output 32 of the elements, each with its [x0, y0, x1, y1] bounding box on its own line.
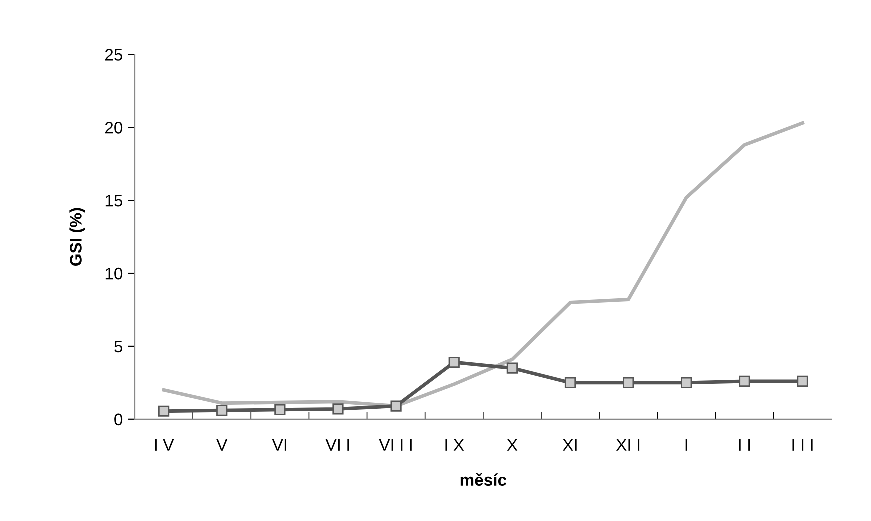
x-tick-label: VI I I	[379, 439, 412, 451]
y-tick-label: 0	[114, 414, 123, 426]
x-tick-label: VI	[272, 439, 287, 451]
y-tick-label: 5	[114, 341, 122, 353]
x-tick-label: I V	[155, 439, 174, 451]
point	[739, 376, 750, 388]
y-tick-label: 10	[106, 268, 123, 280]
point	[158, 406, 170, 417]
x-axis-title: měsíc	[460, 473, 507, 486]
x-tick-label: XI	[563, 439, 577, 451]
point	[681, 377, 692, 388]
y-tick-label: 20	[106, 122, 123, 134]
point	[390, 400, 402, 412]
y-axis-title: GSI (%)	[70, 208, 86, 266]
point	[216, 405, 228, 416]
point	[564, 377, 576, 388]
y-tick-label: 25	[106, 49, 123, 61]
x-tick-label: VI I	[326, 439, 350, 451]
point	[448, 356, 460, 368]
x-tick-label: I I	[739, 439, 750, 451]
x-tick-label: XI I	[616, 439, 640, 451]
x-tick-label: V	[216, 439, 228, 451]
x-tick-label: X	[507, 439, 518, 451]
point	[506, 362, 518, 374]
y-tick-label: 15	[106, 195, 123, 207]
x-tick-label: I	[686, 439, 688, 451]
x-tick-label: I I I	[792, 439, 813, 451]
point	[274, 404, 286, 416]
point	[332, 404, 344, 415]
x-tick-label: I X	[446, 439, 464, 451]
point	[797, 376, 808, 388]
point	[623, 377, 634, 388]
